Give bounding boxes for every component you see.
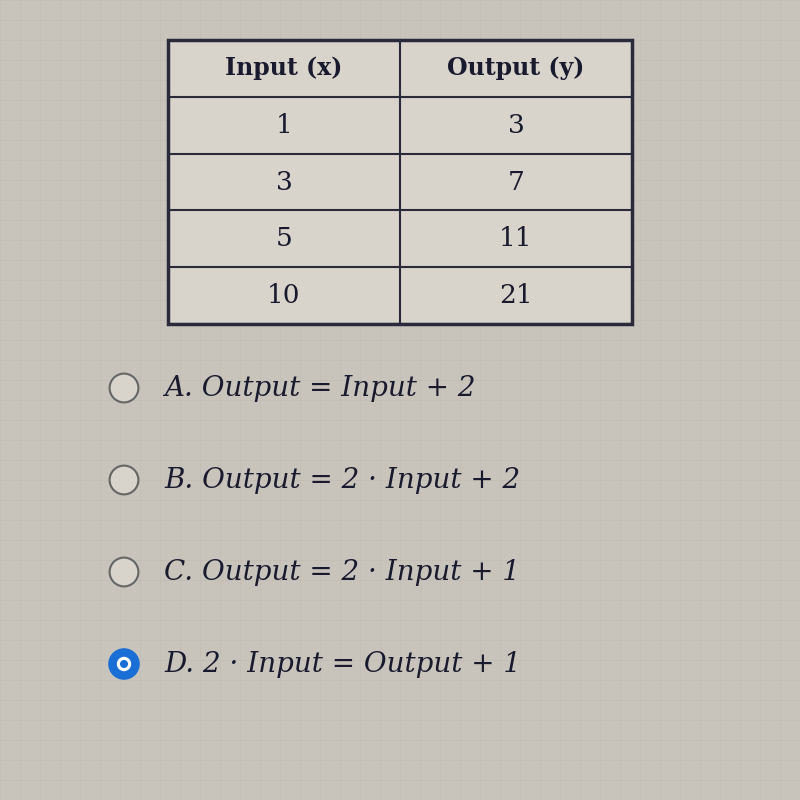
Text: 21: 21 [499,283,533,308]
Circle shape [117,657,131,671]
Text: Output (y): Output (y) [447,56,585,80]
Text: Input (x): Input (x) [226,56,342,80]
Circle shape [110,374,138,402]
Text: 11: 11 [499,226,533,251]
Circle shape [110,650,138,678]
Text: A. Output = Input + 2: A. Output = Input + 2 [164,374,475,402]
Circle shape [110,466,138,494]
FancyBboxPatch shape [168,40,632,324]
Text: C. Output = 2 · Input + 1: C. Output = 2 · Input + 1 [164,558,520,586]
Text: 3: 3 [275,170,293,194]
Text: 3: 3 [507,113,525,138]
Circle shape [120,660,128,668]
Circle shape [110,558,138,586]
Text: 1: 1 [276,113,292,138]
Text: D. 2 · Input = Output + 1: D. 2 · Input = Output + 1 [164,650,521,678]
Text: B. Output = 2 · Input + 2: B. Output = 2 · Input + 2 [164,466,520,494]
Text: 5: 5 [276,226,292,251]
Text: 10: 10 [267,283,301,308]
Text: 7: 7 [507,170,525,194]
